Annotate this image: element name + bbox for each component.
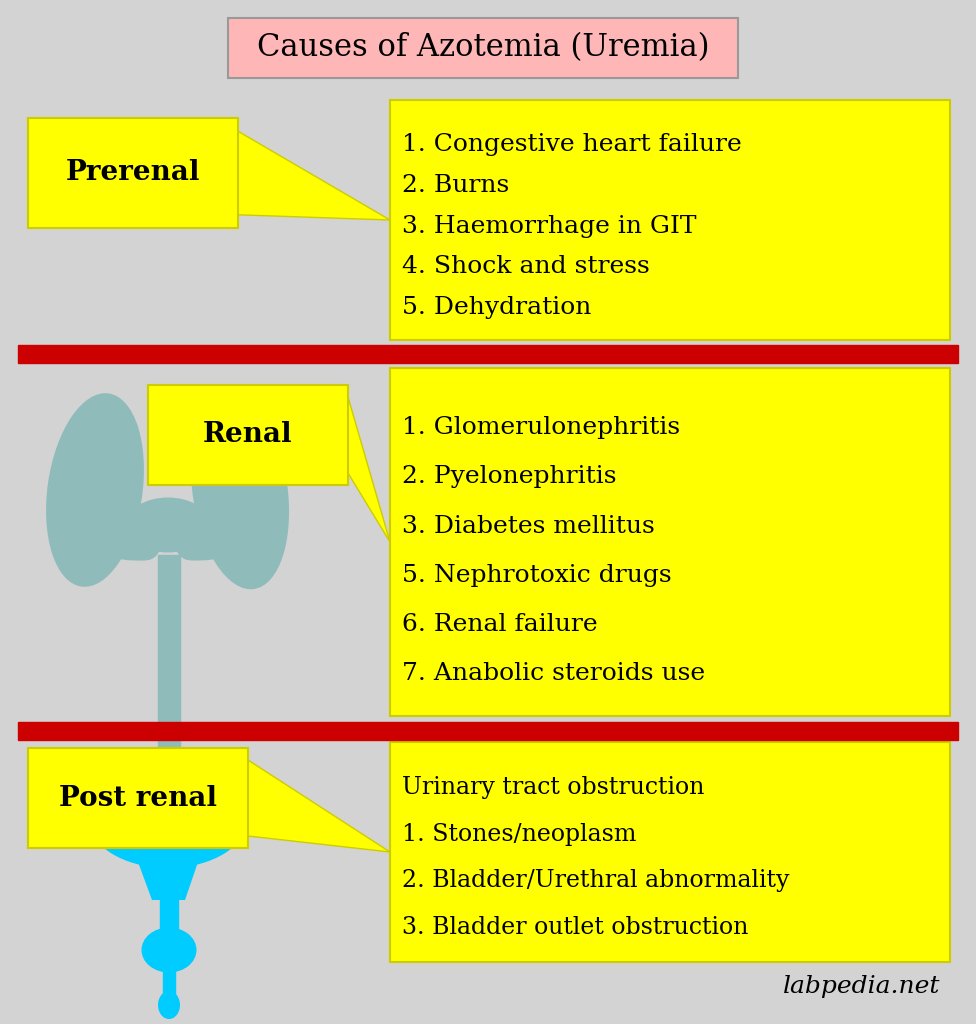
Text: 4. Shock and stress: 4. Shock and stress [402, 255, 650, 279]
Text: Post renal: Post renal [59, 784, 217, 811]
FancyBboxPatch shape [28, 748, 248, 848]
FancyArrowPatch shape [190, 541, 227, 546]
FancyBboxPatch shape [148, 385, 348, 485]
Polygon shape [238, 131, 390, 220]
Text: 1. Congestive heart failure: 1. Congestive heart failure [402, 133, 742, 156]
Polygon shape [348, 397, 390, 542]
Bar [163, 968, 175, 1002]
Text: 1. Stones/neoplasm: 1. Stones/neoplasm [402, 822, 636, 846]
Text: 5. Dehydration: 5. Dehydration [402, 296, 591, 319]
FancyArrowPatch shape [107, 541, 145, 546]
Text: 6. Renal failure: 6. Renal failure [402, 613, 597, 636]
Ellipse shape [158, 991, 180, 1019]
Text: 3. Bladder outlet obstruction: 3. Bladder outlet obstruction [402, 916, 749, 939]
Bar [160, 900, 178, 945]
Ellipse shape [142, 928, 196, 973]
Bar [18, 345, 958, 362]
Text: 1. Glomerulonephritis: 1. Glomerulonephritis [402, 416, 680, 439]
FancyBboxPatch shape [390, 100, 950, 340]
Ellipse shape [126, 498, 211, 553]
FancyBboxPatch shape [390, 368, 950, 716]
FancyBboxPatch shape [228, 18, 738, 78]
Text: 2. Bladder/Urethral abnormality: 2. Bladder/Urethral abnormality [402, 869, 790, 892]
Ellipse shape [191, 391, 289, 589]
Text: Urinary tract obstruction: Urinary tract obstruction [402, 776, 705, 799]
Polygon shape [138, 862, 198, 900]
Ellipse shape [88, 768, 248, 868]
Text: 7. Anabolic steroids use: 7. Anabolic steroids use [402, 663, 705, 685]
Text: 2. Burns: 2. Burns [402, 174, 509, 197]
Text: Causes of Azotemia (Uremia): Causes of Azotemia (Uremia) [257, 33, 710, 63]
FancyBboxPatch shape [390, 742, 950, 962]
Ellipse shape [46, 393, 143, 587]
Polygon shape [248, 760, 390, 852]
Text: Prerenal: Prerenal [65, 160, 200, 186]
Text: 5. Nephrotoxic drugs: 5. Nephrotoxic drugs [402, 564, 671, 587]
Text: 2. Pyelonephritis: 2. Pyelonephritis [402, 465, 617, 488]
Bar [158, 740, 180, 820]
Text: 3. Diabetes mellitus: 3. Diabetes mellitus [402, 514, 655, 538]
Text: Renal: Renal [203, 422, 293, 449]
Text: labpedia.net: labpedia.net [783, 975, 940, 998]
Bar [18, 722, 958, 740]
FancyBboxPatch shape [28, 118, 238, 228]
Bar [158, 555, 180, 735]
Text: 3. Haemorrhage in GIT: 3. Haemorrhage in GIT [402, 214, 697, 238]
